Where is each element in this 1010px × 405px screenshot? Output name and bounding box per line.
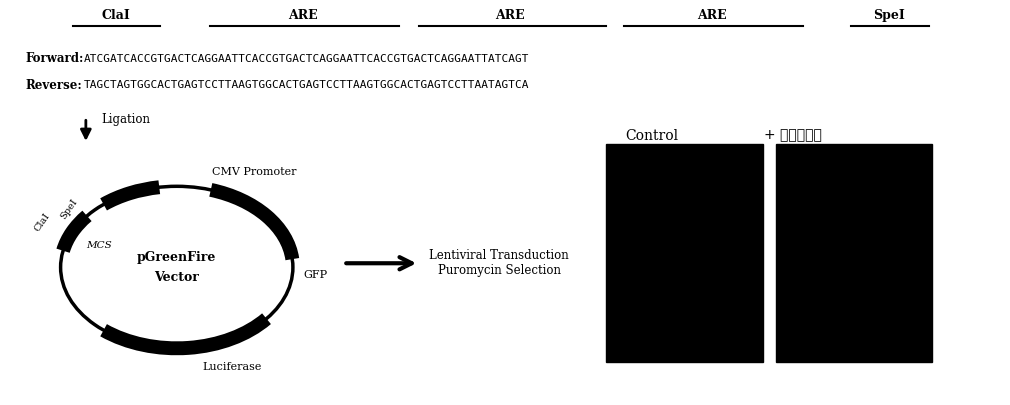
Text: GFP: GFP bbox=[303, 271, 327, 280]
Text: + 담배입산날: + 담배입산날 bbox=[764, 129, 822, 143]
Text: ClaI: ClaI bbox=[102, 9, 130, 22]
Text: Lentiviral Transduction
Puromycin Selection: Lentiviral Transduction Puromycin Select… bbox=[429, 249, 569, 277]
Text: ARE: ARE bbox=[288, 9, 318, 22]
Text: MCS: MCS bbox=[86, 241, 111, 249]
Text: ClaI: ClaI bbox=[33, 212, 52, 234]
Bar bbox=[606, 144, 763, 362]
Text: ARE: ARE bbox=[697, 9, 727, 22]
Text: Luciferase: Luciferase bbox=[202, 362, 262, 371]
Text: CMV Promoter: CMV Promoter bbox=[212, 167, 297, 177]
Bar bbox=[776, 144, 932, 362]
Text: SpeI: SpeI bbox=[59, 197, 79, 221]
Text: Forward:: Forward: bbox=[25, 52, 84, 65]
Text: pGreenFire: pGreenFire bbox=[137, 251, 216, 264]
Text: TAGCTAGTGGCACTGAGTCCTTAAGTGGCACTGAGTCCTTAAGTGGCACTGAGTCCTTAATAGTCA: TAGCTAGTGGCACTGAGTCCTTAAGTGGCACTGAGTCCTT… bbox=[84, 80, 529, 90]
Text: Ligation: Ligation bbox=[101, 113, 150, 126]
Text: SpeI: SpeI bbox=[873, 9, 905, 22]
Text: Vector: Vector bbox=[155, 271, 199, 284]
Text: Reverse:: Reverse: bbox=[25, 79, 82, 92]
Text: ATCGATCACCGTGACTCAGGAATTCACCGTGACTCAGGAATTCACCGTGACTCAGGAATTATCAGT: ATCGATCACCGTGACTCAGGAATTCACCGTGACTCAGGAA… bbox=[84, 54, 529, 64]
Text: ARE: ARE bbox=[495, 9, 525, 22]
Text: Control: Control bbox=[625, 129, 678, 143]
